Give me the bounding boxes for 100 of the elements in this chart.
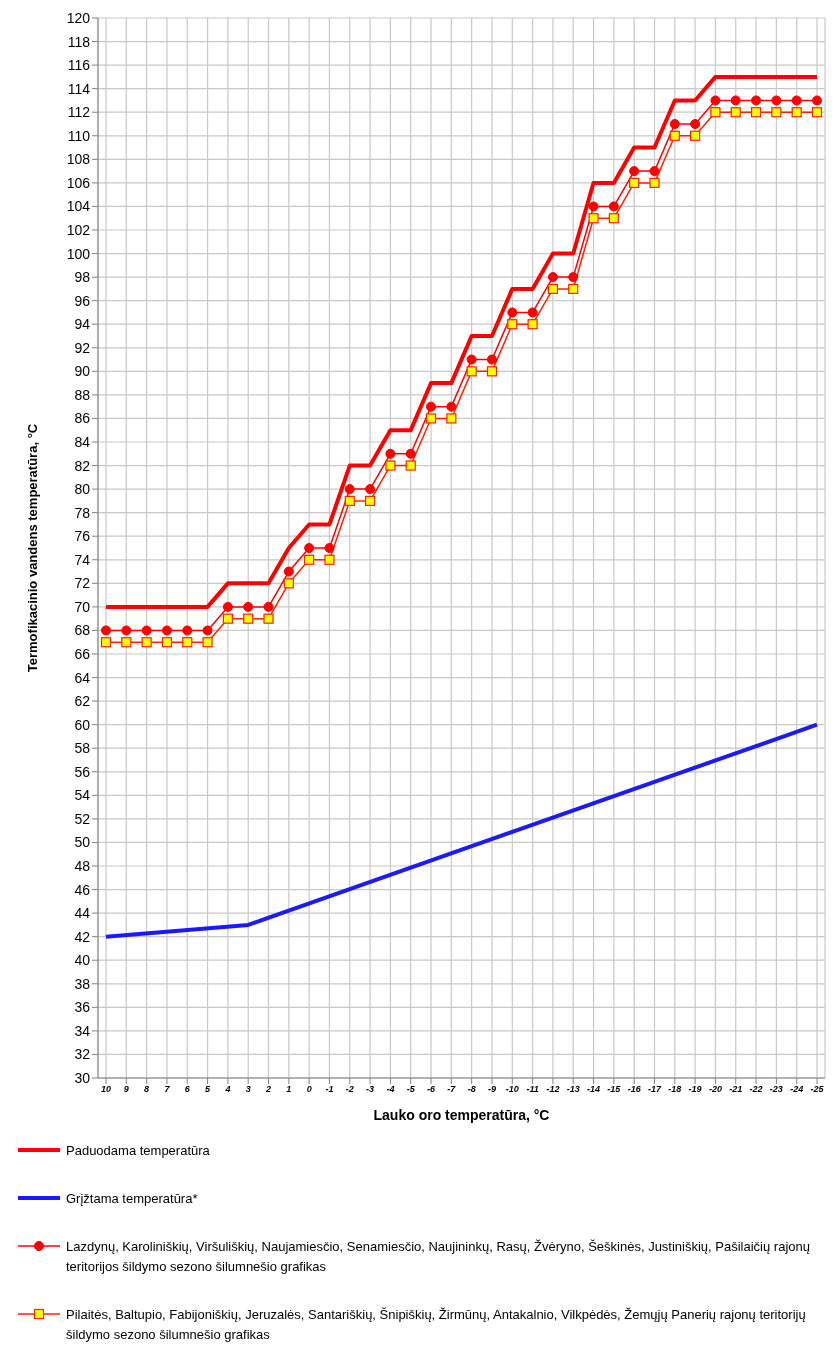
y-tick-label: 34 xyxy=(74,1022,91,1039)
point xyxy=(182,637,193,648)
point xyxy=(121,625,132,636)
x-tick-label: -5 xyxy=(406,1084,416,1095)
x-tick-label: 3 xyxy=(245,1084,251,1095)
y-tick-label: 30 xyxy=(74,1069,91,1086)
point xyxy=(750,107,762,118)
x-tick-label: 9 xyxy=(123,1084,129,1095)
point xyxy=(771,107,782,118)
point xyxy=(385,448,396,459)
y-tick-label: 88 xyxy=(74,386,91,403)
point xyxy=(101,625,111,636)
y-tick-label: 64 xyxy=(74,669,91,686)
y-tick-label: 74 xyxy=(74,551,91,568)
x-tick-label: -7 xyxy=(447,1084,457,1095)
point xyxy=(304,543,315,553)
y-tick-label: 94 xyxy=(74,316,91,333)
y-tick-label: 66 xyxy=(74,645,91,662)
point xyxy=(588,201,599,212)
point xyxy=(202,637,213,648)
point xyxy=(161,637,173,648)
point xyxy=(161,625,172,636)
x-tick-label: 10 xyxy=(100,1084,112,1095)
x-tick-label: -3 xyxy=(366,1084,375,1095)
point xyxy=(304,554,315,565)
point xyxy=(324,543,335,553)
point xyxy=(344,495,355,506)
y-tick-label: 60 xyxy=(74,716,91,733)
x-tick-label: 5 xyxy=(205,1084,212,1095)
x-tick-label: -19 xyxy=(688,1084,702,1095)
point xyxy=(588,213,599,224)
y-axis-title: Termofikacinio vandens temperatūra, °C xyxy=(24,423,40,673)
point xyxy=(466,366,477,377)
x-tick-label: -23 xyxy=(769,1084,783,1095)
y-tick-label: 96 xyxy=(74,292,91,309)
y-tick-label: 98 xyxy=(74,269,91,286)
x-tick-label: 0 xyxy=(306,1084,312,1095)
point xyxy=(446,401,457,412)
x-tick-label: -22 xyxy=(749,1084,763,1095)
point xyxy=(669,119,680,129)
x-tick-label: -14 xyxy=(587,1084,601,1095)
y-tick-label: 58 xyxy=(74,740,91,757)
y-tick-label: 52 xyxy=(74,810,91,827)
x-tick-label: 2 xyxy=(265,1084,272,1095)
point xyxy=(649,177,660,188)
point xyxy=(243,601,254,612)
point xyxy=(751,95,762,106)
y-tick-label: 116 xyxy=(67,57,91,74)
y-tick-label: 104 xyxy=(66,198,91,215)
point xyxy=(608,201,619,212)
y-tick-label: 82 xyxy=(74,457,91,474)
legend-label: Pilaitės, Baltupio, Fabijoniškių, Jeruzalės, Santariškių, Šnipiškių, Žirmūnų, Antakalnio, Vilkpėdės, Žemųjų Panerių rajonų teritorijų šildymo sezono šilumnešio grafikas xyxy=(66,1306,807,1344)
point xyxy=(263,601,274,612)
point xyxy=(629,177,640,188)
point xyxy=(568,283,579,294)
point xyxy=(324,554,335,565)
point xyxy=(405,448,416,459)
x-tick-label: -1 xyxy=(325,1084,334,1095)
y-tick-label: 68 xyxy=(74,622,91,639)
x-axis-title: Lauko oro temperatūra, °C xyxy=(373,1107,550,1123)
x-tick-label: -13 xyxy=(566,1084,580,1095)
y-tick-label: 90 xyxy=(74,363,91,380)
point xyxy=(527,307,538,318)
y-tick-label: 54 xyxy=(74,787,91,804)
point xyxy=(426,401,437,412)
y-tick-label: 42 xyxy=(74,928,91,945)
point xyxy=(710,107,721,118)
y-tick-label: 118 xyxy=(67,33,91,50)
point xyxy=(507,307,518,318)
point xyxy=(222,601,233,612)
point xyxy=(608,213,619,224)
x-tick-label: -17 xyxy=(647,1084,662,1095)
y-tick-label: 100 xyxy=(66,245,91,262)
point xyxy=(141,637,152,648)
y-tick-label: 50 xyxy=(74,834,91,851)
y-tick-label: 92 xyxy=(74,339,91,356)
legend-label: Lazdynų, Karoliniškių, Viršuliškių, Naujamiesčio, Senamiesčio, Naujininkų, Rasų, Žvėryno, Šeškinės, Justiniškių, Pašilaičių rajonų teritorijos šildymo sezono šilumnešio grafikas xyxy=(66,1238,811,1276)
y-tick-label: 106 xyxy=(66,174,91,191)
point xyxy=(811,107,823,118)
y-tick-label: 46 xyxy=(74,881,91,898)
y-tick-label: 78 xyxy=(74,504,91,521)
x-tick-label: -10 xyxy=(505,1084,519,1095)
point xyxy=(649,166,660,177)
y-tick-label: 80 xyxy=(74,481,91,498)
point xyxy=(263,613,274,624)
point xyxy=(121,637,132,648)
x-tick-label: -25 xyxy=(810,1084,825,1095)
point xyxy=(812,95,822,106)
point xyxy=(283,566,294,577)
point xyxy=(547,283,559,294)
x-tick-label: -16 xyxy=(627,1084,642,1095)
x-tick-label: -24 xyxy=(790,1084,804,1095)
x-tick-label: 7 xyxy=(164,1084,171,1095)
point xyxy=(100,637,112,648)
y-tick-label: 48 xyxy=(74,857,91,874)
point xyxy=(466,354,477,365)
y-tick-label: 84 xyxy=(74,433,91,450)
point xyxy=(222,613,233,624)
point xyxy=(690,119,701,129)
y-tick-label: 86 xyxy=(74,410,91,427)
